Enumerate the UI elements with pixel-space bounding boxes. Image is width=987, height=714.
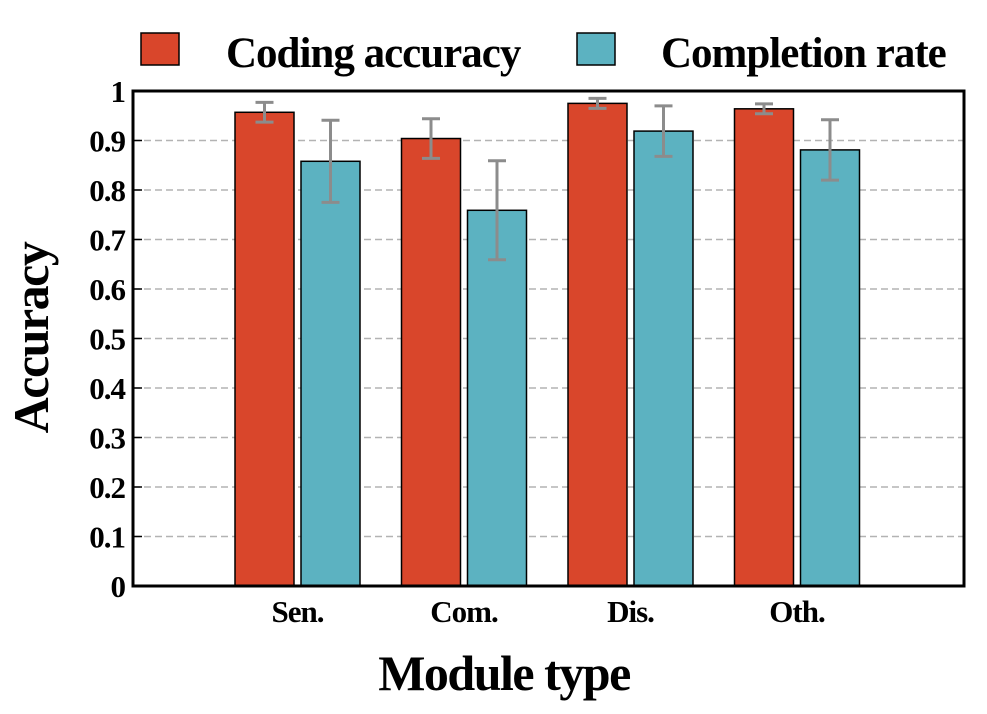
bar-completion-rate-4 <box>799 149 861 587</box>
y-tick-label: 0.7 <box>89 223 125 258</box>
y-tick-label: 0.8 <box>89 173 125 208</box>
bars <box>234 102 861 587</box>
bar-coding-accuracy-4 <box>733 108 795 587</box>
bar-coding-accuracy-2 <box>400 137 462 587</box>
error-bar <box>422 117 440 160</box>
y-tick-label: 0.9 <box>89 124 125 159</box>
error-bar <box>588 96 607 110</box>
x-tick-label: Com. <box>430 594 498 629</box>
error-bar <box>654 104 673 158</box>
y-tick-label: 1 <box>111 74 126 109</box>
error-bar <box>755 102 773 116</box>
plot-frame <box>131 89 966 588</box>
legend: Coding accuracy Completion rate <box>140 30 947 77</box>
y-tick-label: 0.2 <box>89 470 125 505</box>
y-tick-label: 0.5 <box>89 322 125 357</box>
y-tick-label: 0 <box>111 569 126 604</box>
bar-completion-rate-3 <box>633 130 694 587</box>
x-tick-label: Oth. <box>769 594 825 629</box>
bar-coding-accuracy-3 <box>567 102 628 587</box>
legend-swatch-coding-accuracy <box>140 32 180 66</box>
error-bars <box>255 96 839 262</box>
y-tick-label: 0.3 <box>89 421 125 456</box>
legend-label-completion-rate: Completion rate <box>661 30 946 77</box>
error-bar <box>821 118 839 182</box>
error-bar <box>321 118 340 204</box>
error-bar <box>255 100 274 124</box>
bar-completion-rate-2 <box>466 209 528 587</box>
x-axis-title: Module type <box>378 645 630 701</box>
error-bar <box>488 159 506 262</box>
x-tick-label: Dis. <box>607 594 654 629</box>
y-axis-title: Accuracy <box>3 241 59 433</box>
y-tick-label: 0.6 <box>89 272 125 307</box>
legend-swatch-completion-rate <box>576 32 616 66</box>
y-tick-label: 0.1 <box>89 520 125 555</box>
x-axis-ticks: Sen. Com. Dis. Oth. <box>272 594 826 629</box>
bar-completion-rate-1 <box>300 160 361 587</box>
y-tick-label: 0.4 <box>89 371 125 406</box>
legend-label-coding-accuracy: Coding accuracy <box>226 30 522 77</box>
y-axis-ticks: 0 0.1 0.2 0.3 0.4 0.5 0.6 0.7 0.8 0.9 1 <box>89 74 142 604</box>
bar-coding-accuracy-1 <box>234 111 295 587</box>
x-tick-label: Sen. <box>272 594 324 629</box>
